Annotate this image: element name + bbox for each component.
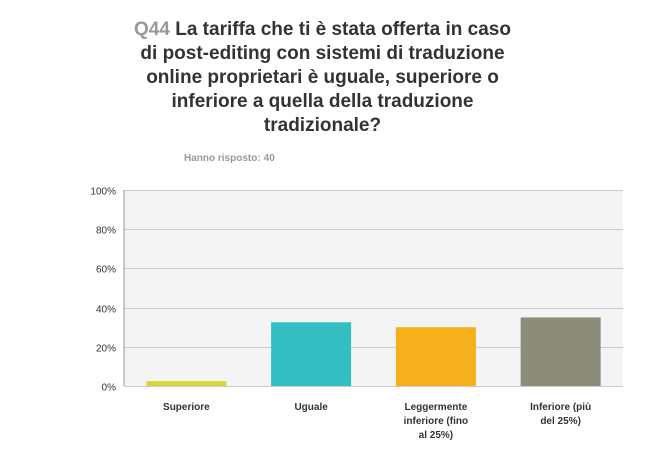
question-title: Q44 La tariffa che ti è stata offerta in… <box>105 18 540 138</box>
category-label: Superiore <box>163 402 210 413</box>
question-text-line: La tariffa che ti è stata offerta in cas… <box>175 19 511 40</box>
bar <box>395 327 476 386</box>
question-text-line: inferiore a quella della traduzione <box>171 91 474 112</box>
question-number: Q44 <box>134 19 170 40</box>
bar <box>520 317 601 386</box>
category-label: del 25%) <box>540 416 581 427</box>
respondent-count-label: Hanno risposto: <box>184 153 261 164</box>
y-tick-label: 40% <box>96 305 116 316</box>
y-tick-label: 60% <box>96 265 116 276</box>
y-tick-label: 0% <box>102 383 117 394</box>
respondent-count-value: 40 <box>263 153 275 164</box>
category-label: al 25%) <box>419 430 453 441</box>
bar <box>271 322 352 386</box>
y-tick-label: 80% <box>96 226 116 237</box>
question-text-line: online proprietari è uguale, superiore o <box>146 67 499 88</box>
category-label: Inferiore (più <box>530 402 591 413</box>
category-label: Uguale <box>294 402 328 413</box>
y-tick-label: 100% <box>90 187 116 198</box>
respondent-count: Hanno risposto: 40 <box>184 153 275 164</box>
category-label: inferiore (fino <box>404 416 468 427</box>
y-tick-label: 20% <box>96 344 116 355</box>
category-label: Leggermente <box>404 402 467 413</box>
question-text-line: di post-editing con sistemi di traduzion… <box>140 43 505 64</box>
question-text-line: tradizionale? <box>263 115 382 136</box>
bar <box>146 381 227 386</box>
